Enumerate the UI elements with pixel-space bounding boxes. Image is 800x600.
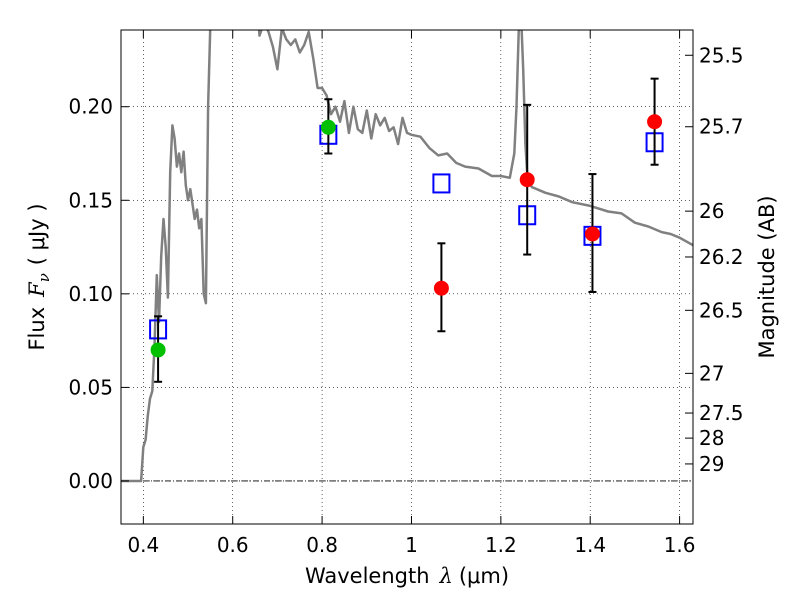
axes: 0.4 0.6 0.8 1 1.2 1.4 1.6 0.00 0.05 0.10 0.15 0.20 2…: [68, 30, 744, 557]
model-flux-marker: [432, 173, 451, 194]
x-tick-label: 1.4: [574, 533, 606, 557]
y-tick-label: 0.00: [68, 469, 113, 493]
y-tick-label: 0.20: [68, 95, 113, 119]
sed-template-line: [121, 30, 693, 483]
x-tick-label: 0.4: [127, 533, 159, 557]
mag-tick-label: 26.2: [699, 245, 744, 269]
mag-tick-label: 25.7: [699, 115, 744, 139]
mag-tick-label: 29: [699, 452, 724, 476]
mag-tick-label: 27: [699, 361, 724, 385]
y-tick-label: 0.05: [68, 375, 113, 399]
y-axis-label: FluxFν( μJy ): [25, 203, 53, 350]
observed-flux-point: [150, 342, 166, 358]
x-axis-label: Wavelength λ (μm): [305, 564, 509, 588]
x-tick-label: 1.6: [664, 533, 696, 557]
mag-tick-label: 26: [699, 199, 724, 223]
mag-tick-label: 27.5: [699, 401, 744, 425]
grid: [121, 30, 693, 524]
mag-tick-label: 28: [699, 426, 724, 450]
plot-frame: [120, 29, 694, 525]
x-tick-label: 1: [405, 533, 418, 557]
observed-flux-point: [647, 114, 663, 130]
x-tick-label: 0.8: [306, 533, 338, 557]
observed-flux-point: [433, 280, 449, 296]
x-tick-label: 0.6: [217, 533, 249, 557]
plot-data: [121, 30, 693, 483]
mag-tick-label: 26.5: [699, 298, 744, 322]
y2-axis-label: Magnitude (AB): [755, 195, 779, 358]
y-tick-label: 0.15: [68, 188, 113, 212]
mag-tick-label: 25.5: [699, 43, 744, 67]
observed-flux-point: [320, 119, 336, 135]
observed-flux-point: [584, 226, 600, 242]
observed-flux-point: [519, 172, 535, 188]
y-tick-label: 0.10: [68, 282, 113, 306]
x-tick-label: 1.2: [485, 533, 517, 557]
